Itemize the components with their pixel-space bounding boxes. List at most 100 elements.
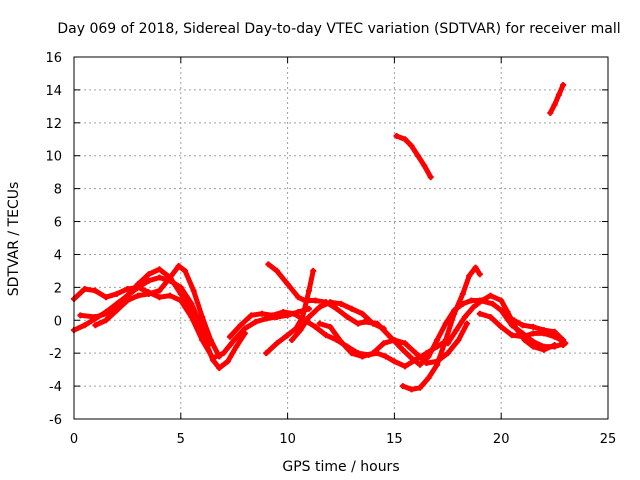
data-point: [476, 310, 483, 317]
y-tick-label: 12: [45, 117, 62, 132]
data-point: [513, 325, 520, 332]
y-tick-label: 8: [54, 183, 62, 198]
data-point: [316, 320, 323, 327]
data-point: [530, 323, 537, 330]
data-point: [182, 267, 189, 274]
data-point: [175, 262, 182, 269]
data-point: [423, 360, 430, 367]
data-point: [103, 310, 110, 317]
data-point: [291, 310, 298, 317]
data-point: [312, 323, 319, 330]
data-point: [370, 320, 377, 327]
x-tick-label: 5: [177, 432, 185, 447]
data-point: [258, 310, 265, 317]
data-point: [299, 313, 306, 320]
data-point: [188, 309, 195, 316]
data-point: [220, 350, 227, 357]
data-point: [519, 322, 526, 329]
y-axis-label: SDTVAR / TECUs: [6, 182, 22, 297]
data-point: [408, 355, 415, 362]
data-point: [177, 290, 184, 297]
y-tick-label: 0: [54, 314, 62, 329]
y-tick-label: -2: [49, 347, 62, 362]
data-point: [333, 305, 340, 312]
data-point: [453, 327, 460, 334]
data-point: [280, 309, 287, 316]
data-point: [359, 310, 366, 317]
y-tick-label: 4: [54, 248, 62, 263]
data-point: [216, 353, 223, 360]
x-tick-label: 10: [279, 432, 296, 447]
data-point: [380, 340, 387, 347]
series-trace-sat-n: [394, 133, 434, 180]
data-point: [209, 356, 216, 363]
data-point: [444, 340, 451, 347]
data-point: [113, 307, 120, 314]
data-point: [359, 353, 366, 360]
data-point: [77, 312, 84, 319]
data-point: [224, 358, 231, 365]
data-point: [273, 340, 280, 347]
x-tick-label: 15: [386, 432, 403, 447]
data-point: [135, 281, 142, 288]
data-point: [487, 292, 494, 299]
data-point: [540, 346, 547, 353]
data-point: [391, 337, 398, 344]
data-point: [442, 320, 449, 327]
data-point: [145, 277, 152, 284]
data-point: [295, 294, 302, 301]
data-point: [288, 337, 295, 344]
data-point: [113, 290, 120, 297]
data-point: [408, 386, 415, 393]
data-point: [412, 350, 419, 357]
data-point: [156, 266, 163, 273]
data-point: [327, 299, 334, 306]
series-trace-sat-d: [92, 263, 222, 359]
data-point: [459, 290, 466, 297]
data-point: [427, 174, 434, 181]
data-point: [425, 353, 432, 360]
data-point: [380, 325, 387, 332]
data-point: [399, 383, 406, 390]
data-point: [451, 310, 458, 317]
data-point: [265, 261, 272, 268]
data-point: [382, 353, 389, 360]
data-point: [312, 297, 319, 304]
data-point: [551, 101, 558, 108]
data-point: [408, 142, 415, 149]
data-point: [498, 323, 505, 330]
data-point: [310, 267, 317, 274]
data-point: [417, 361, 424, 368]
data-point: [241, 330, 248, 337]
data-point: [145, 271, 152, 278]
x-tick-label: 20: [493, 432, 510, 447]
data-point: [478, 297, 485, 304]
data-point: [361, 318, 368, 325]
data-point: [487, 313, 494, 320]
data-point: [466, 272, 473, 279]
data-point: [216, 364, 223, 371]
data-point: [344, 313, 351, 320]
data-point: [338, 300, 344, 307]
data-point: [476, 271, 483, 278]
y-tick-labels: -6 -4 -2 0 2 4 6 8 10 12 14 16: [45, 51, 608, 428]
y-tick-label: -6: [49, 413, 62, 428]
y-tick-label: 6: [54, 216, 62, 231]
data-point: [103, 317, 110, 324]
data-point: [391, 358, 398, 365]
data-point: [461, 313, 468, 320]
data-point: [402, 340, 409, 347]
data-point: [530, 343, 537, 350]
data-point: [530, 330, 537, 337]
chart-title: Day 069 of 2018, Sidereal Day-to-day VTE…: [57, 21, 620, 37]
data-point: [338, 338, 344, 345]
data-point: [305, 313, 312, 320]
data-point: [511, 317, 518, 324]
y-tick-label: -4: [49, 380, 62, 395]
data-point: [434, 337, 441, 344]
data-point: [237, 322, 244, 329]
data-point: [233, 343, 240, 350]
data-point: [444, 350, 451, 357]
plot-frame: [73, 56, 609, 420]
data-point: [269, 312, 276, 319]
